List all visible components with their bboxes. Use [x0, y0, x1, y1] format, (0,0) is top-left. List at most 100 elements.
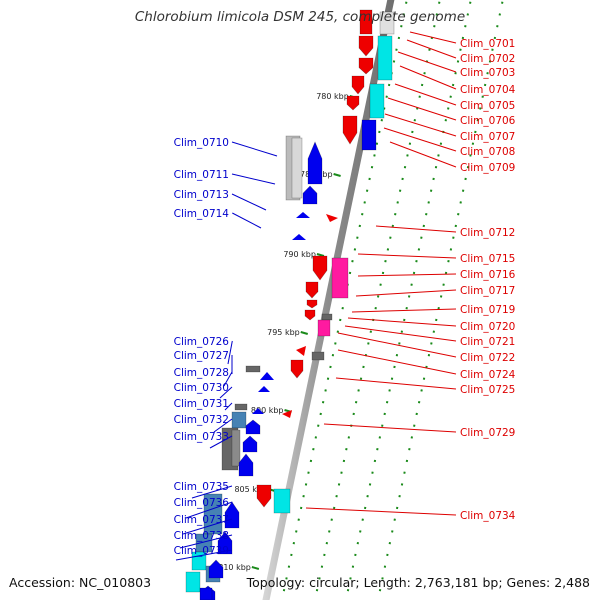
gene-arrow [342, 115, 358, 145]
forward-gene-label[interactable]: Clim_0703 [460, 67, 515, 79]
gene-block [377, 35, 393, 81]
scale-label: 795 kbp [267, 328, 300, 337]
reverse-gene-label[interactable]: Clim_0711 [174, 169, 229, 181]
reverse-gene-leader-line [223, 371, 233, 387]
gene-arrow [326, 214, 338, 222]
gene-block [231, 411, 247, 429]
forward-gene-label[interactable]: Clim_0725 [460, 384, 515, 396]
gene-block [245, 365, 261, 373]
scale-label: 780 kbp [316, 92, 349, 101]
forward-gene-label[interactable]: Clim_0729 [460, 427, 515, 439]
gene-arrow [351, 75, 365, 95]
reverse-gene-label[interactable]: Clim_0738 [174, 530, 229, 542]
forward-gene-leader-line [357, 273, 457, 277]
reverse-gene-label[interactable]: Clim_0737 [174, 514, 229, 526]
forward-gene-leader-line [387, 97, 457, 121]
gene-arrow [242, 435, 258, 453]
forward-gene-label[interactable]: Clim_0724 [460, 369, 516, 381]
reverse-gene-leader-line [224, 402, 233, 411]
gene-arrow [296, 346, 306, 356]
scale-tick [251, 566, 260, 570]
forward-gene-leader-line [335, 377, 457, 390]
gene-arrow [358, 35, 374, 57]
reverse-gene-label[interactable]: Clim_0713 [174, 189, 229, 201]
gene-arrow [307, 141, 323, 185]
forward-gene-label[interactable]: Clim_0706 [460, 115, 516, 127]
forward-gene-label[interactable]: Clim_0708 [460, 146, 515, 158]
forward-gene-leader-line [305, 507, 457, 516]
reverse-gene-leader-line [175, 549, 233, 561]
reverse-gene-label[interactable]: Clim_0730 [174, 382, 229, 394]
forward-gene-label[interactable]: Clim_0721 [460, 336, 515, 348]
gene-arrow [346, 95, 360, 111]
reverse-gene-label[interactable]: Clim_0714 [174, 208, 230, 220]
gene-block [231, 429, 241, 467]
forward-gene-leader-line [323, 423, 457, 433]
forward-gene-leader-line [344, 325, 457, 342]
gene-block [359, 9, 373, 35]
reverse-gene-label[interactable]: Clim_0710 [174, 137, 229, 149]
forward-gene-label[interactable]: Clim_0715 [460, 253, 515, 265]
forward-gene-label[interactable]: Clim_0707 [460, 131, 515, 143]
reverse-gene-label[interactable]: Clim_0727 [174, 350, 229, 362]
reverse-gene-label[interactable]: Clim_0739 [174, 545, 229, 557]
reverse-gene-label[interactable]: Clim_0726 [174, 336, 230, 348]
tick-guide-inner-right [344, 0, 472, 600]
reverse-gene-label[interactable]: Clim_0733 [174, 431, 229, 443]
forward-gene-leader-line [337, 349, 457, 375]
reverse-gene-label[interactable]: Clim_0731 [174, 398, 229, 410]
scale-label: 805 kbp [234, 485, 267, 494]
reverse-gene-leader-line [227, 340, 233, 365]
reverse-gene-leader-line [185, 501, 233, 519]
reverse-gene-label[interactable]: Clim_0736 [174, 497, 230, 509]
reverse-gene-label[interactable]: Clim_0732 [174, 414, 229, 426]
gene-block [317, 319, 331, 337]
forward-gene-leader-line [375, 225, 457, 233]
gene-arrow [358, 57, 374, 75]
forward-gene-label[interactable]: Clim_0716 [460, 269, 516, 281]
reverse-gene-leader-line [231, 193, 267, 211]
gene-block [379, 11, 395, 35]
genome-summary-text: Topology: circular; Length: 2,763,181 bp… [246, 575, 590, 590]
forward-gene-leader-line [355, 289, 457, 297]
forward-gene-label[interactable]: Clim_0734 [460, 510, 516, 522]
scale-label: 790 kbp [283, 250, 316, 259]
forward-gene-label[interactable]: Clim_0704 [460, 84, 516, 96]
forward-gene-label[interactable]: Clim_0702 [460, 53, 515, 65]
reverse-gene-leader-line [232, 212, 262, 229]
gene-arrow [260, 372, 274, 380]
gene-block [369, 83, 385, 119]
scale-tick [333, 173, 341, 177]
accession-text: Accession: NC_010803 [9, 575, 152, 590]
forward-gene-leader-line [394, 83, 457, 106]
forward-gene-label[interactable]: Clim_0720 [460, 321, 515, 333]
forward-gene-label[interactable]: Clim_0719 [460, 304, 515, 316]
reverse-gene-leader-line [179, 534, 233, 549]
gene-arrow [208, 559, 224, 579]
forward-gene-label[interactable]: Clim_0701 [460, 38, 515, 50]
reverse-gene-label[interactable]: Clim_0735 [174, 481, 229, 493]
reverse-gene-leader-line [213, 418, 233, 433]
reverse-gene-leader-line [191, 485, 233, 499]
forward-gene-label[interactable]: Clim_0709 [460, 162, 515, 174]
forward-gene-label[interactable]: Clim_0712 [460, 227, 515, 239]
forward-gene-label[interactable]: Clim_0722 [460, 352, 515, 364]
forward-gene-leader-line [409, 31, 457, 44]
gene-arrow [306, 299, 318, 309]
map-title: Chlorobium limicola DSM 245, complete ge… [134, 9, 466, 25]
gene-arrow [256, 484, 272, 508]
gene-arrow [252, 408, 264, 414]
gene-arrow [292, 234, 306, 240]
forward-gene-label[interactable]: Clim_0717 [460, 285, 515, 297]
gene-block [203, 493, 223, 535]
forward-gene-label[interactable]: Clim_0705 [460, 100, 515, 112]
scale-tick [316, 253, 325, 257]
gene-arrow [224, 501, 240, 529]
forward-gene-leader-line [397, 51, 457, 73]
gene-arrow [304, 309, 316, 321]
gene-block [331, 257, 349, 299]
reverse-gene-label[interactable]: Clim_0728 [174, 367, 229, 379]
forward-gene-leader-line [351, 308, 457, 313]
